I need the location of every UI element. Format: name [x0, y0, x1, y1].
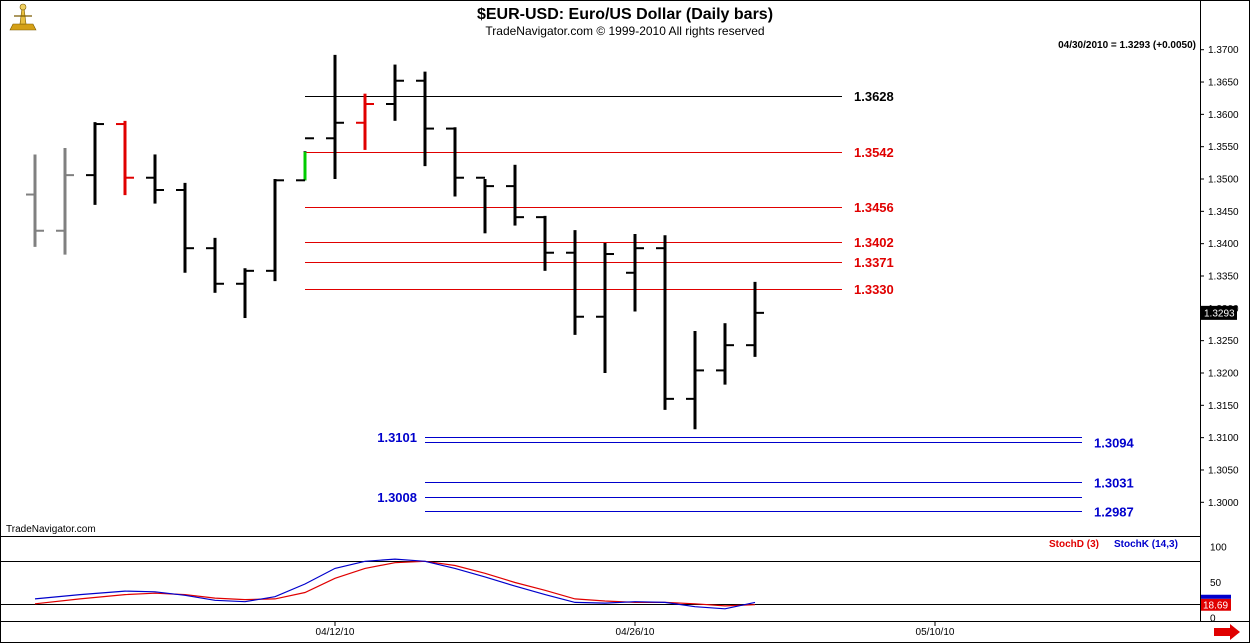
level-line-support: 1.2987: [425, 505, 1134, 520]
time-tick: 04/12/10: [316, 622, 355, 638]
price-tick-label: 1.3650: [1208, 78, 1239, 89]
stoch-tick-label: 0: [1210, 614, 1216, 625]
price-tick: 1.3000: [1200, 498, 1239, 509]
chart-title: $EUR-USD: Euro/US Dollar (Daily bars): [477, 6, 773, 23]
ohlc-bar: [446, 127, 464, 197]
last-quote-readout: 04/30/2010 = 1.3293 (+0.0050): [1058, 40, 1196, 51]
ohlc-bar: [236, 268, 254, 319]
ohlc-bar: [416, 71, 434, 167]
chart-subtitle: TradeNavigator.com © 1999-2010 All right…: [485, 24, 764, 38]
price-tick: 1.3650: [1200, 78, 1239, 89]
ohlc-bar: [146, 154, 164, 204]
ohlc-bar: [596, 243, 614, 373]
level-line-resistance: 1.3456: [305, 200, 894, 215]
ohlc-bar: [326, 54, 344, 180]
price-tick: 1.3600: [1200, 110, 1239, 121]
level-line-resistance: 1.3542: [305, 145, 894, 160]
price-tick-label: 1.3350: [1208, 272, 1239, 283]
ohlc-bar: [116, 120, 134, 196]
level-line-support: 1.3031: [425, 476, 1134, 491]
stoch-legend-entry: StochD (3): [1049, 539, 1099, 550]
price-tick-label: 1.3700: [1208, 45, 1239, 56]
level-label: 1.3456: [854, 200, 894, 215]
ohlc-bar: [626, 233, 644, 312]
price-tick-label: 1.3200: [1208, 368, 1239, 379]
price-tick-label: 1.3050: [1208, 465, 1239, 476]
ohlc-bar: [86, 122, 104, 205]
level-label: 1.3628: [854, 89, 894, 104]
time-tick-label: 04/26/10: [616, 627, 655, 638]
price-tick: 1.3350: [1200, 272, 1239, 283]
ohlc-bar: [386, 64, 404, 121]
level-label: 1.3094: [1094, 436, 1135, 451]
stochastic-panel: 100 50 0 StochD (3) StochK (14,3) 18.69: [0, 539, 1231, 625]
price-axis: 1.3700 1.3650 1.3600 1.3550 1.3500 1.3450 1.34…: [1200, 45, 1239, 509]
time-tick: 05/10/10: [916, 622, 955, 638]
level-label: 1.3330: [854, 282, 894, 297]
price-tick-label: 1.3400: [1208, 239, 1239, 250]
stoch-tick-label: 50: [1210, 578, 1222, 589]
last-price-tag-label: 1.3293: [1204, 308, 1235, 319]
price-tick: 1.3200: [1200, 368, 1239, 379]
level-line-support: 1.3008: [377, 490, 1082, 505]
level-line-support: 1.3101: [377, 430, 1082, 445]
brand-watermark: TradeNavigator.com: [6, 524, 96, 535]
right-arrow-icon[interactable]: [1214, 624, 1240, 640]
ohlc-bar: [506, 164, 524, 226]
level-label: 1.3008: [377, 490, 417, 505]
level-line-support: 1.3094: [425, 436, 1135, 451]
stoch-k-line: [34, 558, 756, 610]
stoch-tick-label: 100: [1210, 543, 1227, 554]
price-tick: 1.3700: [1200, 45, 1239, 56]
stoch-last-value-label: 18.69: [1203, 601, 1228, 612]
ohlc-bar: [536, 215, 554, 271]
price-tick: 1.3500: [1200, 175, 1239, 186]
time-tick-label: 05/10/10: [916, 627, 955, 638]
ohlc-bar: [656, 235, 674, 410]
level-label: 1.3031: [1094, 476, 1134, 491]
price-tick: 1.3100: [1200, 433, 1239, 444]
price-tick-label: 1.3450: [1208, 207, 1239, 218]
level-label: 1.2987: [1094, 505, 1134, 520]
ohlc-bar: [176, 182, 194, 273]
ohlc-bar: [686, 330, 704, 430]
stoch-legend-entry: StochK (14,3): [1114, 539, 1178, 550]
ohlc-bar: [26, 154, 44, 247]
ohlc-bar: [746, 281, 764, 357]
price-tick: 1.3250: [1200, 336, 1239, 347]
level-label: 1.3371: [854, 255, 894, 270]
ohlc-bar: [296, 137, 314, 182]
ohlc-bar: [356, 93, 374, 150]
price-tick: 1.3150: [1200, 401, 1239, 412]
price-tick-label: 1.3250: [1208, 336, 1239, 347]
price-tick-label: 1.3500: [1208, 175, 1239, 186]
ohlc-bars: [26, 54, 764, 430]
ohlc-bar: [566, 230, 584, 335]
price-tick-label: 1.3100: [1208, 433, 1239, 444]
price-tick-label: 1.3600: [1208, 110, 1239, 121]
price-tick: 1.3550: [1200, 142, 1239, 153]
price-tick: 1.3400: [1200, 239, 1239, 250]
time-axis: 04/12/10 04/26/10 05/10/10: [316, 622, 955, 638]
ohlc-bar: [206, 237, 224, 293]
ohlc-bar: [266, 179, 284, 282]
price-tick: 1.3050: [1200, 465, 1239, 476]
level-label: 1.3542: [854, 145, 894, 160]
time-tick-label: 04/12/10: [316, 627, 355, 638]
stoch-last-value-tag: 18.69: [1201, 594, 1231, 612]
last-price-tag: 1.3293: [1201, 305, 1237, 320]
ohlc-bar: [56, 147, 74, 255]
price-tick-label: 1.3000: [1208, 498, 1239, 509]
level-label: 1.3402: [854, 235, 894, 250]
trophy-logo-icon: [9, 3, 37, 31]
price-tick: 1.3450: [1200, 207, 1239, 218]
price-tick-label: 1.3550: [1208, 142, 1239, 153]
ohlc-bar: [476, 176, 494, 234]
price-tick-label: 1.3150: [1208, 401, 1239, 412]
level-label: 1.3101: [377, 430, 417, 445]
ohlc-bar: [716, 323, 734, 385]
time-tick: 04/26/10: [616, 622, 655, 638]
